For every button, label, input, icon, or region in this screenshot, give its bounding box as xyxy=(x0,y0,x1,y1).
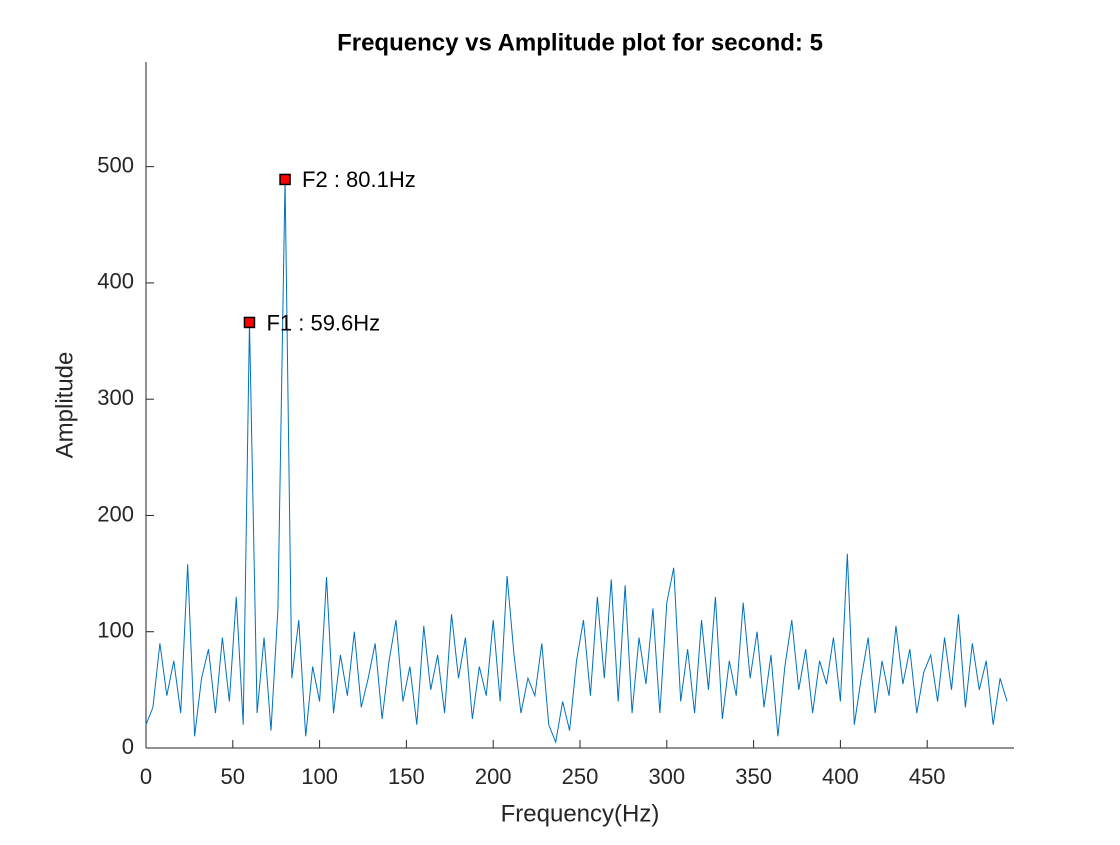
x-tick-label: 50 xyxy=(221,764,245,789)
x-tick-label: 450 xyxy=(909,764,946,789)
peak-marker xyxy=(243,316,256,329)
chart-title: Frequency vs Amplitude plot for second: … xyxy=(337,29,823,56)
x-tick-label: 350 xyxy=(735,764,772,789)
y-tick-label: 0 xyxy=(122,734,134,759)
data-line xyxy=(145,179,1008,745)
x-tick-label: 300 xyxy=(648,764,685,789)
x-tick-label: 400 xyxy=(822,764,859,789)
peak-label: F2 : 80.1Hz xyxy=(302,167,416,192)
y-axis-label: Amplitude xyxy=(51,352,78,459)
y-tick-label: 500 xyxy=(97,152,134,177)
y-tick-label: 300 xyxy=(97,385,134,410)
y-tick-label: 100 xyxy=(97,618,134,643)
x-tick-label: 0 xyxy=(140,764,152,789)
peak-marker xyxy=(279,173,291,186)
x-tick-label: 100 xyxy=(301,764,338,789)
x-tick-label: 200 xyxy=(475,764,512,789)
y-tick-label: 200 xyxy=(97,501,134,526)
x-tick-label: 250 xyxy=(562,764,599,789)
x-tick-label: 150 xyxy=(388,764,425,789)
y-tick-label: 400 xyxy=(97,269,134,294)
x-axis-label: Frequency(Hz) xyxy=(501,800,660,827)
peak-label: F1 : 59.6Hz xyxy=(266,310,380,335)
